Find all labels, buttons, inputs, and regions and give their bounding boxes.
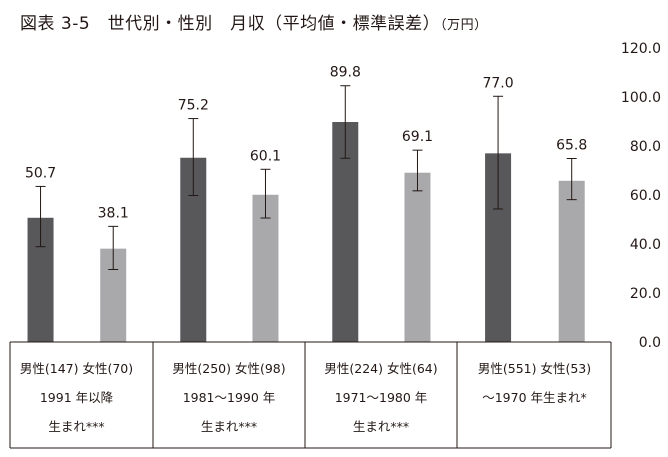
y-tick-label: 80.0 [630, 139, 661, 155]
chart-title-text: 図表 3-5 世代別・性別 月収（平均値・標準誤差） [20, 14, 441, 34]
y-tick-label: 120.0 [621, 41, 661, 57]
category-label-sex: 男性(224) 女性(64) [324, 361, 437, 376]
data-label: 89.8 [330, 65, 361, 81]
data-label: 77.0 [482, 75, 513, 91]
y-tick-label: 60.0 [630, 188, 661, 204]
category-label-period: 1991 年以降 [40, 390, 114, 405]
category-label-period: ～1970 年生まれ* [482, 390, 587, 405]
data-label: 50.7 [25, 165, 56, 181]
category-label-period: 1971～1980 年 [335, 390, 428, 405]
y-tick-label: 20.0 [630, 286, 661, 302]
data-label: 65.8 [556, 137, 587, 153]
y-tick-label: 100.0 [621, 90, 661, 106]
category-label-suffix: 生まれ*** [48, 419, 104, 434]
data-label: 38.1 [98, 205, 129, 221]
data-label: 69.1 [402, 129, 433, 145]
category-label-suffix: 生まれ*** [353, 419, 409, 434]
y-tick-label: 40.0 [630, 237, 661, 253]
data-label: 60.1 [250, 148, 281, 164]
bar-female [404, 172, 431, 342]
bar-female [558, 180, 585, 342]
category-label-suffix: 生まれ*** [201, 419, 257, 434]
category-label-period: 1981～1990 年 [183, 390, 276, 405]
y-tick-label: 0.0 [639, 335, 661, 351]
category-label-sex: 男性(147) 女性(70) [20, 361, 133, 376]
category-label-sex: 男性(250) 女性(98) [172, 361, 285, 376]
data-label: 75.2 [178, 98, 209, 114]
category-label-sex: 男性(551) 女性(53) [478, 361, 591, 376]
bar-female [252, 194, 279, 342]
chart-title: 図表 3-5 世代別・性別 月収（平均値・標準誤差）（万円） [20, 9, 488, 34]
chart-unit: （万円） [440, 18, 488, 33]
